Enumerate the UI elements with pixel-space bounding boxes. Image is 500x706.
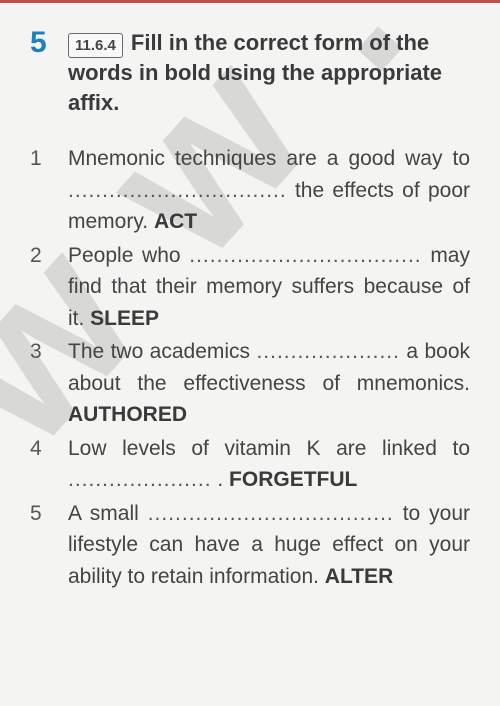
item-body: People who .............................…	[68, 240, 470, 335]
item-number: 1	[30, 143, 68, 238]
item-number: 3	[30, 336, 68, 431]
root-word: ALTER	[325, 565, 393, 588]
reference-box: 11.6.4	[68, 33, 123, 58]
exercise-header: 5 11.6.4Fill in the correct form of the …	[30, 28, 470, 117]
instruction-text: Fill in the correct form of the words in…	[68, 30, 442, 115]
exercise-item: 1Mnemonic techniques are a good way to .…	[30, 143, 470, 238]
exercise-item: 4Low levels of vitamin K are linked to .…	[30, 433, 470, 496]
item-text-pre: A small	[68, 502, 148, 525]
exercise-item: 5A small ...............................…	[30, 498, 470, 593]
item-body: A small ................................…	[68, 498, 470, 593]
instruction-block: 11.6.4Fill in the correct form of the wo…	[68, 28, 470, 117]
item-text-pre: The two academics	[68, 340, 256, 363]
blank-dots[interactable]: ..................................	[189, 244, 421, 267]
item-number: 5	[30, 498, 68, 593]
exercise-number: 5	[30, 28, 68, 58]
root-word: FORGETFUL	[229, 468, 357, 491]
exercise-item: 3The two academics .....................…	[30, 336, 470, 431]
item-text-pre: Low levels of vitamin K are linked to	[68, 437, 470, 460]
item-number: 2	[30, 240, 68, 335]
blank-dots[interactable]: ................................	[68, 179, 287, 202]
blank-dots[interactable]: .....................	[256, 340, 400, 363]
items-list: 1Mnemonic techniques are a good way to .…	[30, 143, 470, 592]
exercise-item: 2People who ............................…	[30, 240, 470, 335]
blank-dots[interactable]: .....................	[68, 468, 212, 491]
item-body: The two academics ..................... …	[68, 336, 470, 431]
item-number: 4	[30, 433, 68, 496]
root-word: AUTHORED	[68, 403, 187, 426]
item-text-post: .	[212, 468, 230, 491]
root-word: SLEEP	[90, 307, 159, 330]
top-red-bar	[0, 0, 500, 3]
item-body: Low levels of vitamin K are linked to ..…	[68, 433, 470, 496]
item-text-pre: People who	[68, 244, 189, 267]
item-text-pre: Mnemonic techniques are a good way to	[68, 147, 470, 170]
instruction-line: 11.6.4Fill in the correct form of the wo…	[68, 30, 442, 115]
item-body: Mnemonic techniques are a good way to ..…	[68, 143, 470, 238]
exercise-block: 5 11.6.4Fill in the correct form of the …	[30, 28, 470, 592]
blank-dots[interactable]: ....................................	[148, 502, 394, 525]
root-word: ACT	[154, 210, 197, 233]
page: w w w . E x p r 5 11.6.4Fill in the corr…	[0, 0, 500, 706]
